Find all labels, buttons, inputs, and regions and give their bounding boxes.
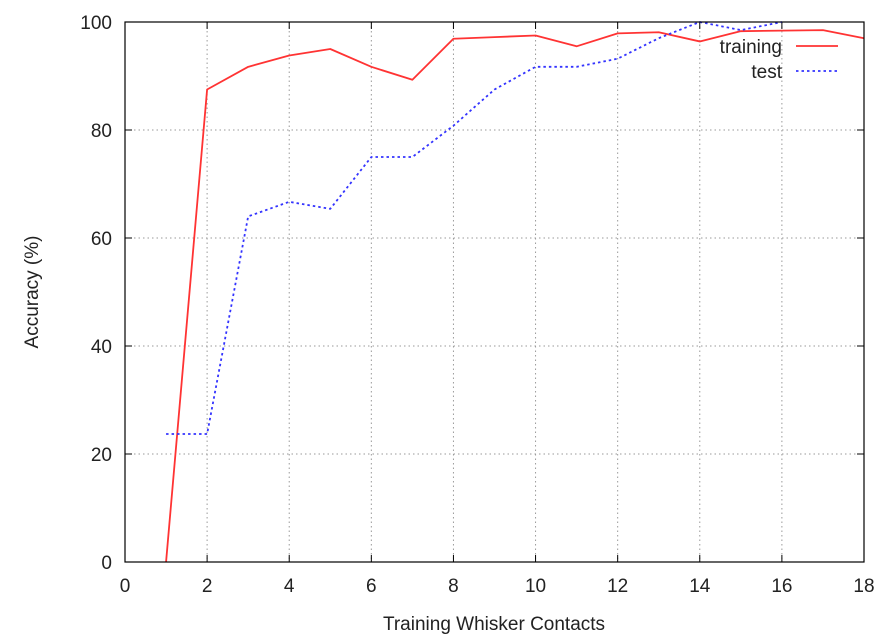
grid-lines bbox=[125, 22, 864, 562]
y-axis-title: Accuracy (%) bbox=[22, 236, 43, 349]
x-tick-label: 8 bbox=[448, 576, 459, 597]
y-tick-label: 60 bbox=[91, 229, 112, 250]
series-training bbox=[165, 29, 865, 563]
y-tick-label: 100 bbox=[80, 13, 112, 34]
x-tick-label: 2 bbox=[202, 576, 213, 597]
plot-frame bbox=[124, 21, 865, 563]
x-tick-label: 6 bbox=[366, 576, 377, 597]
tick-labels: 0 2 4 6 8 10 12 14 16 18 0 20 40 60 80 100 bbox=[80, 13, 874, 597]
x-tick-label: 18 bbox=[853, 576, 874, 597]
x-tick-label: 4 bbox=[284, 576, 295, 597]
x-tick-label: 10 bbox=[525, 576, 546, 597]
series-line-training bbox=[165, 29, 865, 563]
y-tick-label: 40 bbox=[91, 337, 112, 358]
x-axis-title: Training Whisker Contacts bbox=[383, 614, 605, 635]
legend: training test bbox=[720, 37, 838, 83]
y-tick-label: 0 bbox=[101, 553, 112, 574]
x-tick-label: 16 bbox=[771, 576, 792, 597]
x-tick-label: 12 bbox=[607, 576, 628, 597]
legend-label-test: test bbox=[751, 62, 782, 83]
y-tick-label: 20 bbox=[91, 445, 112, 466]
x-tick-label: 0 bbox=[120, 576, 131, 597]
legend-label-training: training bbox=[720, 37, 782, 58]
series-line-test bbox=[166, 21, 783, 435]
y-tick-label: 80 bbox=[91, 121, 112, 142]
x-tick-label: 14 bbox=[689, 576, 711, 597]
plot-background bbox=[125, 22, 864, 562]
